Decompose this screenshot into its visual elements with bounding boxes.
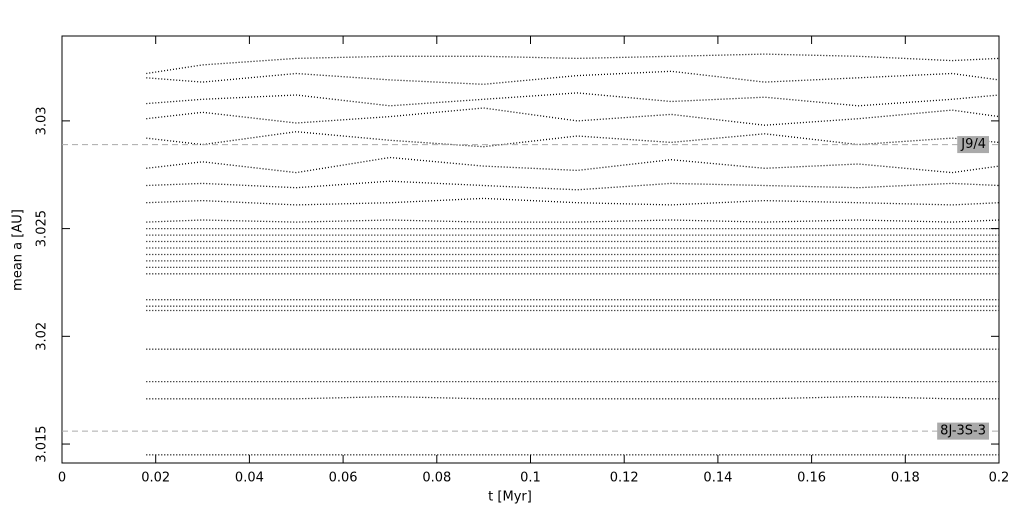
trajectory	[146, 107, 1000, 126]
x-tick-label: 0.04	[235, 471, 264, 486]
x-tick-label: 0.12	[610, 471, 639, 486]
x-tick-label: 0.1	[520, 471, 541, 486]
x-tick-label: 0.08	[422, 471, 451, 486]
x-tick-label: 0.14	[703, 471, 732, 486]
resonance-label: 8J-3S-3	[940, 424, 986, 439]
x-tick-label: 0.18	[891, 471, 920, 486]
trajectory	[146, 156, 1000, 174]
y-tick-label: 3.02	[35, 322, 50, 351]
y-tick-label: 3.025	[35, 210, 50, 247]
resonance-label-box	[937, 422, 989, 440]
y-tick-label: 3.015	[35, 425, 50, 462]
x-tick-label: 0	[58, 471, 66, 486]
x-tick-label: 0.02	[141, 471, 170, 486]
resonance-label-box	[957, 136, 989, 154]
trajectory	[146, 197, 1000, 206]
trajectory	[146, 70, 1000, 85]
trajectory	[146, 219, 1000, 223]
trajectory	[146, 395, 999, 400]
resonance-label: J9/4	[960, 137, 986, 152]
trajectory	[146, 131, 1000, 148]
trajectory	[146, 92, 1000, 107]
x-tick-label: 0.16	[797, 471, 826, 486]
x-tick-label: 0.06	[329, 471, 358, 486]
trajectory	[146, 53, 1000, 75]
x-axis-label: t [Myr]	[488, 490, 532, 505]
trajectory	[146, 180, 1000, 191]
y-tick-label: 3.03	[35, 106, 50, 135]
x-tick-label: 0.2	[989, 471, 1010, 486]
y-axis-label: mean a [AU]	[11, 209, 26, 291]
